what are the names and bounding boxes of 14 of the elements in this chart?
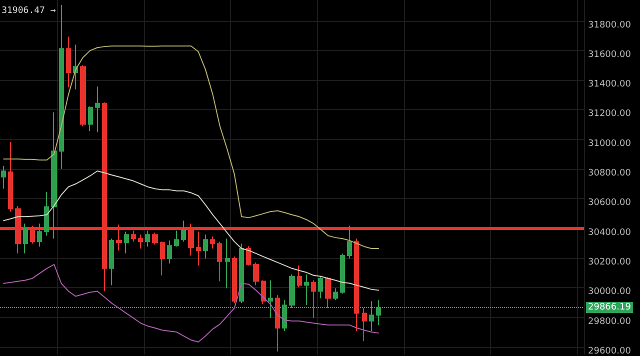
- y-tick-label: 31400.00: [588, 80, 632, 90]
- annotation: 31906.47 →: [2, 6, 56, 16]
- y-tick-label: 29800.00: [588, 316, 632, 327]
- y-tick-label: 31200.00: [588, 109, 632, 120]
- y-tick-label: 30800.00: [588, 168, 632, 179]
- y-tick-label: 31000.00: [588, 138, 632, 149]
- y-tick-label: 31800.00: [588, 20, 632, 30]
- y-tick-label: 30200.00: [588, 258, 632, 268]
- y-tick-label: 30000.00: [588, 287, 632, 298]
- y-tick-label: 30400.00: [588, 228, 632, 238]
- y-tick-label: 29600.00: [588, 346, 632, 356]
- y-tick-label: 31600.00: [588, 50, 632, 60]
- ref-line-label: 29866.19: [588, 302, 632, 313]
- y-tick-label: 30600.00: [588, 198, 632, 208]
